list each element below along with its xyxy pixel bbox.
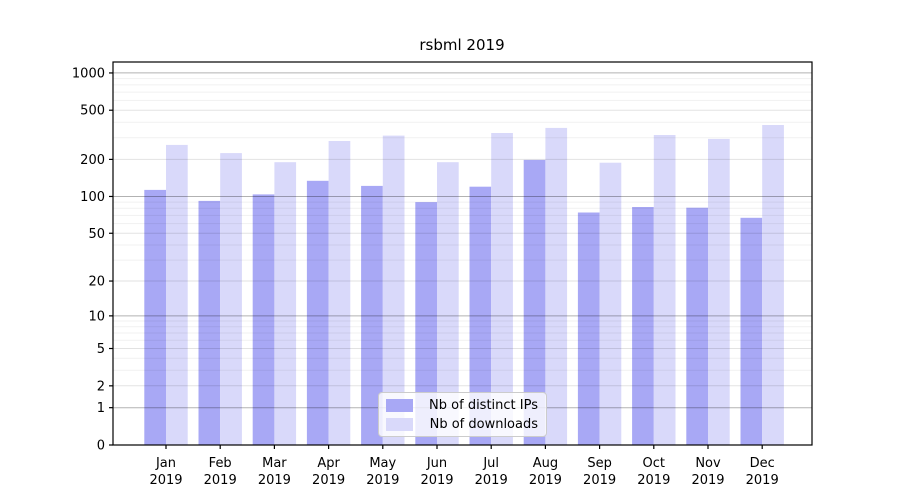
bar-distinct-ips-jan — [144, 189, 166, 445]
y-tick-label: 2 — [97, 379, 105, 394]
x-tick-label-jan: Jan 2019 — [149, 456, 182, 488]
bar-distinct-ips-dec — [740, 217, 763, 445]
bar-distinct-ips-aug — [523, 159, 546, 445]
y-tick-label: 100 — [80, 190, 105, 205]
bar-distinct-ips-oct — [632, 207, 654, 445]
bar-downloads-sep — [599, 162, 622, 445]
x-tick-label-may: May 2019 — [366, 456, 399, 488]
bar-downloads-aug — [545, 127, 568, 446]
chart-title: rsbml 2019 — [419, 36, 505, 54]
x-tick-label-nov: Nov 2019 — [691, 456, 724, 488]
legend-label: Nb of distinct IPs — [429, 397, 538, 413]
legend: Nb of distinct IPs Nb of downloads — [378, 392, 547, 437]
bar-downloads-may — [382, 135, 405, 445]
bar-distinct-ips-nov — [686, 207, 708, 445]
legend-swatch — [386, 417, 413, 431]
y-tick-label: 500 — [80, 104, 105, 119]
x-tick-label-jun: Jun 2019 — [420, 456, 453, 488]
x-tick-label-feb: Feb 2019 — [204, 456, 237, 488]
x-tick-label-dec: Dec 2019 — [746, 456, 779, 488]
bar-downloads-mar — [274, 162, 297, 445]
y-tick-label: 200 — [80, 153, 105, 168]
bar-downloads-dec — [762, 125, 784, 445]
y-tick-label: 1 — [97, 401, 105, 416]
y-tick-label: 5 — [97, 342, 105, 357]
x-tick-label-sep: Sep 2019 — [583, 456, 616, 488]
bar-downloads-jan — [166, 144, 188, 445]
bar-downloads-oct — [653, 135, 676, 445]
x-tick-label-oct: Oct 2019 — [637, 456, 670, 488]
y-tick-label: 20 — [88, 275, 105, 290]
x-tick-label-mar: Mar 2019 — [258, 456, 291, 488]
bar-distinct-ips-jul — [469, 186, 492, 445]
bar-downloads-apr — [328, 141, 351, 445]
bar-downloads-feb — [220, 153, 242, 445]
x-tick-label-aug: Aug 2019 — [529, 456, 562, 488]
legend-swatch — [386, 398, 413, 412]
bar-distinct-ips-jun — [415, 202, 437, 445]
legend-label: Nb of downloads — [429, 416, 538, 432]
bar-downloads-nov — [708, 138, 730, 445]
plot-border — [112, 61, 813, 446]
x-tick-label-apr: Apr 2019 — [312, 456, 345, 488]
y-tick-label: 10 — [88, 309, 105, 324]
y-tick-label: 0 — [97, 439, 105, 454]
bar-distinct-ips-may — [361, 185, 383, 445]
bar-downloads-jun — [437, 162, 459, 445]
bar-downloads-jul — [491, 133, 513, 445]
y-tick-label: 50 — [88, 227, 105, 242]
bar-distinct-ips-sep — [577, 212, 600, 445]
x-tick-label-jul: Jul 2019 — [475, 456, 508, 488]
y-tick-label: 1000 — [72, 66, 105, 81]
bar-distinct-ips-apr — [306, 180, 329, 446]
bar-distinct-ips-feb — [198, 200, 221, 445]
bar-distinct-ips-mar — [252, 194, 275, 445]
legend-item: Nb of downloads — [386, 416, 538, 432]
legend-item: Nb of distinct IPs — [386, 397, 538, 413]
